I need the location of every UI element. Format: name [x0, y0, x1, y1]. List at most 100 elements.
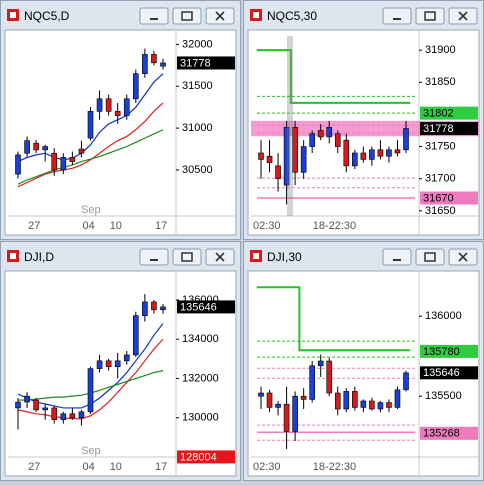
- close-button[interactable]: [205, 7, 235, 25]
- button-face[interactable]: [415, 248, 445, 266]
- candle-body: [394, 149, 401, 154]
- candle-body: [151, 301, 157, 311]
- candle-body: [15, 154, 21, 175]
- x-tick-label: 18-22:30: [313, 461, 356, 473]
- candle-body: [266, 392, 273, 408]
- candle-body: [300, 395, 307, 400]
- candle-body: [96, 98, 103, 112]
- candle-body: [394, 389, 401, 408]
- close-button[interactable]: [448, 7, 478, 25]
- restore-button[interactable]: [172, 7, 202, 25]
- candle-body: [24, 395, 30, 403]
- price-tag: [420, 366, 478, 380]
- candle-body: [386, 149, 392, 157]
- button-face[interactable]: [415, 7, 445, 25]
- candle-body: [105, 98, 112, 112]
- candle-body: [292, 395, 298, 432]
- restore-button[interactable]: [415, 248, 445, 266]
- button-glyph[interactable]: [424, 11, 436, 21]
- chart-window: DJI,30 135500 136000 135780 135646 135268 02:3…: [243, 241, 484, 481]
- button-face[interactable]: [382, 248, 412, 266]
- y-tick-label: 132000: [182, 372, 219, 384]
- y-tick-label: 135500: [425, 390, 462, 402]
- window-icon-mark: [253, 253, 259, 259]
- window-title: DJI,30: [267, 250, 302, 264]
- restore-button[interactable]: [172, 248, 202, 266]
- candle-body: [275, 165, 281, 180]
- close-button[interactable]: [448, 248, 478, 266]
- candle-body: [403, 128, 409, 151]
- candle-body: [133, 315, 139, 356]
- x-tick-label: 02:30: [253, 461, 281, 473]
- x-tick-label: 27: [28, 220, 40, 232]
- candle-body: [51, 407, 58, 421]
- restore-button[interactable]: [415, 7, 445, 25]
- minimize-button[interactable]: [382, 7, 412, 25]
- button-glyph[interactable]: [181, 11, 193, 21]
- y-tick-label: 32000: [182, 38, 213, 50]
- candle-body: [69, 413, 76, 419]
- x-tick-label: 02:30: [253, 220, 281, 232]
- price-tag: [177, 300, 235, 314]
- button-face[interactable]: [172, 248, 202, 266]
- price-tag: [420, 122, 478, 136]
- candle-body: [283, 126, 290, 186]
- close-button[interactable]: [205, 248, 235, 266]
- candle-body: [369, 149, 375, 160]
- window-icon-mark: [10, 253, 16, 259]
- window-title: NQC5,D: [24, 9, 70, 23]
- chart-window: DJI,D13000013200013400013600013564612800…: [0, 241, 241, 481]
- price-tag-label: 135646: [180, 301, 217, 313]
- candle-body: [15, 401, 21, 409]
- price-tag: [177, 450, 235, 464]
- button-glyph[interactable]: [181, 252, 193, 262]
- button-glyph[interactable]: [424, 252, 436, 262]
- minimize-button[interactable]: [139, 7, 169, 25]
- candle-body: [33, 142, 39, 151]
- price-tag: [420, 426, 478, 440]
- y-tick-label: 31900: [425, 44, 456, 56]
- y-tick-label: 31850: [425, 76, 456, 88]
- candle-body: [360, 400, 367, 408]
- button-glyph[interactable]: [215, 252, 225, 262]
- chart-panel: [4, 270, 237, 477]
- minimize-button[interactable]: [382, 248, 412, 266]
- price-tag-label: 135268: [423, 428, 460, 440]
- session-shade: [287, 36, 293, 216]
- candle-body: [352, 152, 358, 167]
- window-icon-mark: [10, 12, 16, 18]
- window-title: NQC5,30: [267, 9, 317, 23]
- moving-average: [17, 129, 164, 185]
- y-tick-label: 136000: [425, 310, 462, 322]
- moving-average: [17, 102, 164, 188]
- button-glyph[interactable]: [458, 11, 468, 21]
- button-face[interactable]: [139, 7, 169, 25]
- y-tick-label: 130000: [182, 412, 219, 424]
- minimize-button[interactable]: [139, 248, 169, 266]
- button-face[interactable]: [172, 7, 202, 25]
- candle-body: [377, 149, 384, 157]
- y-tick-label: 31700: [425, 173, 456, 185]
- y-tick-label: 31000: [182, 122, 213, 134]
- candle-body: [160, 306, 166, 311]
- button-glyph[interactable]: [215, 11, 225, 21]
- button-glyph[interactable]: [458, 252, 468, 262]
- button-face[interactable]: [382, 7, 412, 25]
- candle-body: [114, 111, 121, 116]
- candle-body: [142, 301, 148, 316]
- price-tag-label: 31778: [180, 57, 211, 69]
- candle-body: [60, 157, 67, 171]
- candle-body: [326, 126, 333, 138]
- candle-body: [114, 360, 121, 368]
- button-face[interactable]: [139, 248, 169, 266]
- candle-body: [78, 411, 85, 419]
- candle-body: [275, 403, 281, 408]
- candle-body: [69, 157, 76, 162]
- candle-body: [160, 62, 166, 67]
- candle-body: [151, 54, 157, 64]
- month-label: Sep: [81, 445, 101, 457]
- candle-body: [292, 126, 298, 173]
- candle-body: [326, 360, 333, 394]
- y-tick-label: 31500: [182, 80, 213, 92]
